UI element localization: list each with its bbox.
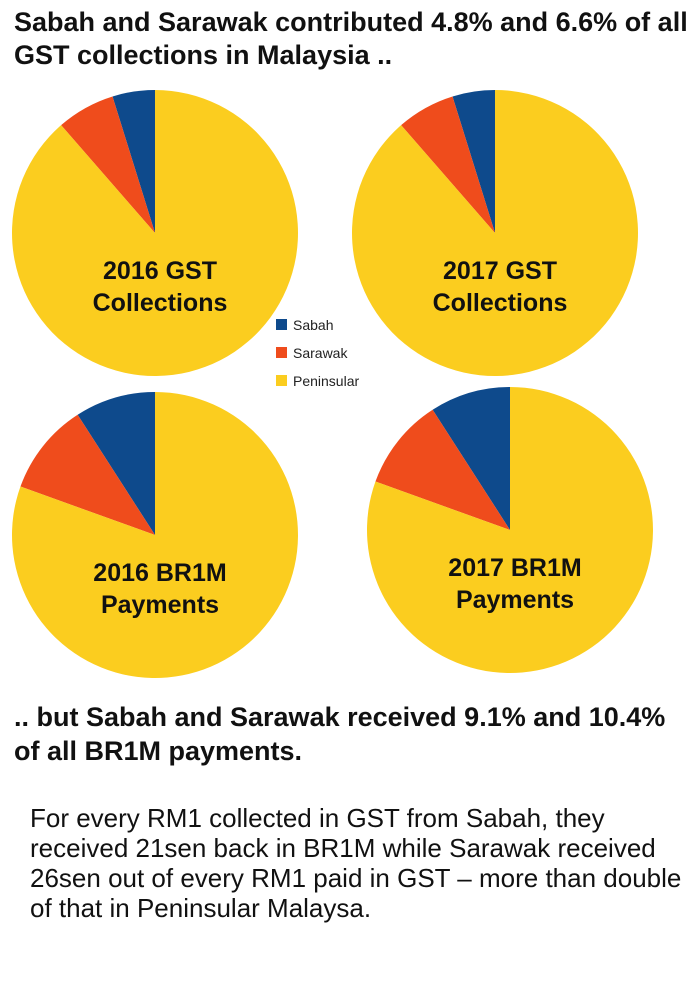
legend-label-peninsular: Peninsular bbox=[293, 373, 359, 389]
pie-title-line: 2016 GST bbox=[103, 257, 217, 285]
legend-label-sabah: Sabah bbox=[293, 317, 333, 333]
pie-title-line: 2017 BR1M bbox=[448, 554, 581, 582]
pie-title-line: Collections bbox=[433, 289, 568, 317]
pie-slice-sarawak bbox=[375, 409, 510, 530]
pie-slice-sabah bbox=[432, 387, 510, 530]
pie-slice-sabah bbox=[77, 392, 155, 535]
pie-2016-gst-collections: 2016 GST Collections bbox=[11, 90, 298, 376]
pie-title-line: Payments bbox=[456, 586, 574, 614]
legend-label-sarawak: Sarawak bbox=[293, 345, 348, 361]
pie-slice-sarawak bbox=[61, 96, 155, 233]
pie-slice-peninsular bbox=[11, 90, 298, 376]
pie-slice-sabah bbox=[112, 90, 155, 233]
pie-title-line: 2017 GST bbox=[443, 257, 557, 285]
subheadline: .. but Sabah and Sarawak received 9.1% a… bbox=[14, 702, 666, 766]
pie-slice-peninsular bbox=[351, 90, 638, 376]
legend-swatch-sabah bbox=[276, 319, 287, 330]
headline: Sabah and Sarawak contributed 4.8% and 6… bbox=[14, 7, 688, 70]
pie-slice-sarawak bbox=[20, 414, 156, 535]
pie-title-line: Collections bbox=[93, 289, 228, 317]
legend-swatch-peninsular bbox=[276, 375, 287, 386]
legend: Sabah Sarawak Peninsular bbox=[276, 317, 359, 389]
pie-title-line: Payments bbox=[101, 591, 219, 619]
pie-slice-sabah bbox=[452, 90, 495, 233]
pie-2017-gst-collections: 2017 GST Collections bbox=[351, 90, 638, 376]
pie-title-line: 2016 BR1M bbox=[93, 559, 226, 587]
pie-2016-br1m-payments: 2016 BR1M Payments bbox=[11, 392, 298, 678]
pie-slice-peninsular bbox=[11, 392, 298, 678]
pie-slice-peninsular bbox=[366, 387, 653, 673]
legend-swatch-sarawak bbox=[276, 347, 287, 358]
footnote-text: For every RM1 collected in GST from Saba… bbox=[30, 803, 682, 923]
pie-slice-sarawak bbox=[401, 96, 495, 233]
pie-2017-br1m-payments: 2017 BR1M Payments bbox=[366, 387, 653, 673]
